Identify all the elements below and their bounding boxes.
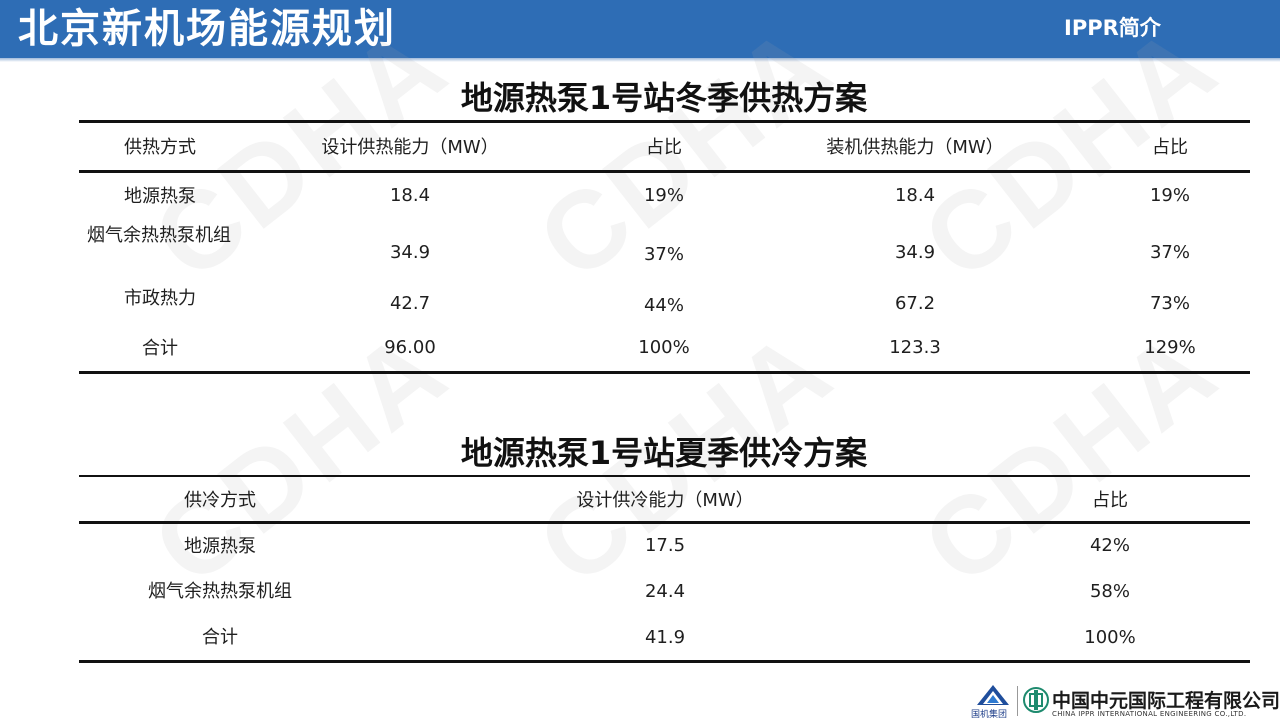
- winter-table-bottom-rule: [79, 371, 1250, 374]
- winter-row-design: 42.7: [389, 293, 431, 314]
- group-logo-label: 国机集团: [970, 710, 1007, 720]
- summer-header-design-capacity: 设计供冷能力（MW）: [576, 490, 754, 511]
- winter-table-title: 地源热泵1号站冬季供热方案: [460, 79, 868, 117]
- group-logo-icon: [977, 685, 1009, 705]
- summer-header-share: 占比: [1092, 490, 1128, 511]
- winter-row-share: 37%: [643, 244, 684, 265]
- winter-header-method: 供热方式: [124, 137, 196, 158]
- winter-table-header-rule: [79, 170, 1250, 173]
- summer-row-share: 58%: [1089, 581, 1130, 602]
- winter-row-installed-share: 129%: [1144, 337, 1196, 358]
- footer-divider: [1017, 686, 1018, 716]
- winter-header-installed-share: 占比: [1152, 137, 1188, 158]
- winter-row-design: 34.9: [389, 242, 431, 263]
- summer-row-design: 24.4: [644, 581, 686, 602]
- winter-row-installed-share: 37%: [1149, 242, 1190, 263]
- winter-row-installed: 67.2: [894, 293, 936, 314]
- summer-row-share: 100%: [1084, 627, 1136, 648]
- summer-table-title: 地源热泵1号站夏季供冷方案: [460, 434, 868, 472]
- winter-row-method: 地源热泵: [124, 186, 196, 207]
- winter-row-installed: 123.3: [889, 337, 941, 358]
- company-name: 中国中元国际工程有限公司: [1052, 690, 1280, 712]
- summer-table-header-rule: [79, 521, 1250, 524]
- winter-row-method: 合计: [142, 338, 178, 359]
- summer-table-top-rule: [79, 475, 1250, 477]
- winter-row-installed: 18.4: [894, 185, 936, 206]
- winter-table-top-rule: [79, 120, 1250, 123]
- winter-row-share: 100%: [638, 337, 690, 358]
- winter-row-installed-share: 19%: [1149, 185, 1190, 206]
- winter-row-installed-share: 73%: [1149, 293, 1190, 314]
- summer-row-design: 41.9: [644, 627, 686, 648]
- winter-row-design: 18.4: [389, 185, 431, 206]
- summer-row-share: 42%: [1089, 535, 1130, 556]
- company-logo-icon: [1023, 687, 1049, 713]
- winter-row-method: 市政热力: [124, 288, 196, 309]
- winter-header-installed-capacity: 装机供热能力（MW）: [826, 137, 1004, 158]
- winter-row-share: 44%: [643, 295, 684, 316]
- summer-row-method: 地源热泵: [184, 536, 256, 557]
- summer-header-method: 供冷方式: [184, 490, 256, 511]
- winter-row-method: 烟气余热热泵机组: [87, 225, 231, 246]
- winter-header-design-capacity: 设计供热能力（MW）: [321, 137, 499, 158]
- company-name-en: CHINA IPPR INTERNATIONAL ENGINEERING CO.…: [1052, 710, 1247, 718]
- summer-row-method: 烟气余热热泵机组: [148, 581, 292, 602]
- section-label: IPPR简介: [1064, 16, 1161, 40]
- summer-table-bottom-rule: [79, 660, 1250, 663]
- winter-row-design: 96.00: [384, 337, 436, 358]
- winter-header-share: 占比: [646, 137, 682, 158]
- summer-row-method: 合计: [202, 627, 238, 648]
- winter-row-installed: 34.9: [894, 242, 936, 263]
- page-title: 北京新机场能源规划: [18, 6, 396, 52]
- winter-row-share: 19%: [643, 185, 684, 206]
- header-shadow: [0, 58, 1280, 62]
- summer-row-design: 17.5: [644, 535, 686, 556]
- header-bar: [0, 0, 1280, 58]
